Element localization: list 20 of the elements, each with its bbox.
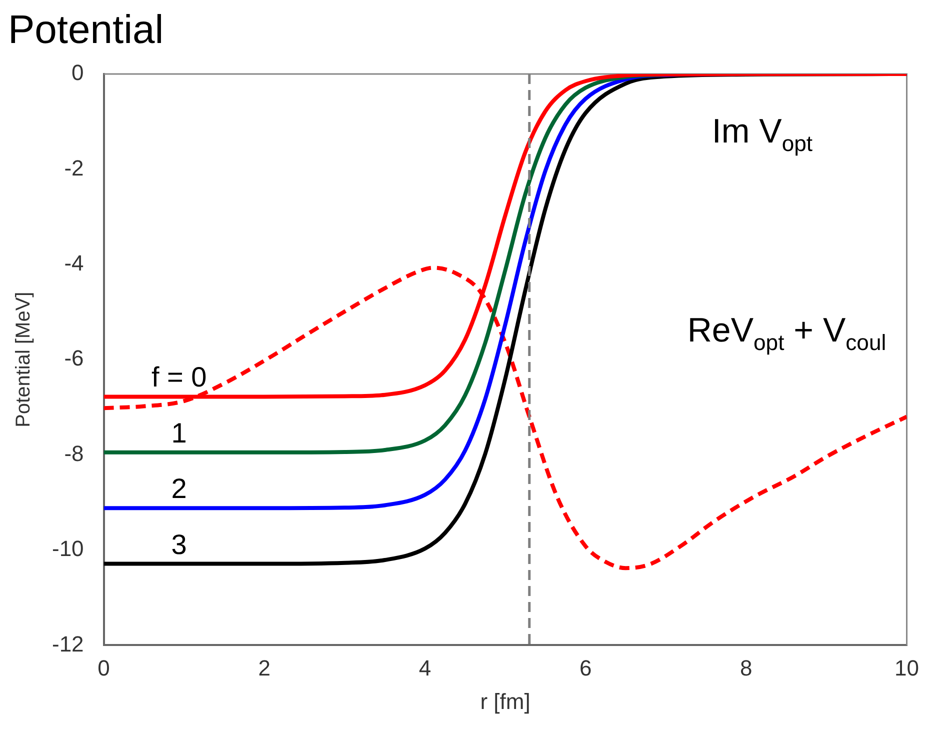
y-tick-label: 0	[72, 60, 84, 86]
series-label: f = 0	[151, 362, 207, 393]
x-tick-label: 6	[579, 655, 592, 680]
chart-title: Potential	[8, 8, 164, 52]
x-tick-label: 2	[258, 655, 271, 680]
y-tick-label: -12	[52, 631, 84, 656]
y-axis-title: Potential [MeV]	[12, 292, 35, 428]
series-label: 2	[171, 473, 187, 504]
series-label: 1	[171, 417, 187, 448]
x-tick-label: 0	[98, 655, 110, 680]
x-tick-label: 10	[894, 655, 920, 680]
x-tick-label: 4	[418, 655, 432, 680]
x-axis-title: r [fm]	[480, 688, 530, 714]
y-tick-label: -2	[64, 155, 84, 180]
series-label: 3	[171, 528, 187, 560]
y-tick-label: -6	[64, 346, 84, 371]
x-tick-label: 8	[740, 655, 752, 680]
y-tick-label: -8	[64, 440, 84, 466]
y-tick-label: -10	[52, 536, 84, 562]
y-tick-label: -4	[64, 250, 84, 276]
